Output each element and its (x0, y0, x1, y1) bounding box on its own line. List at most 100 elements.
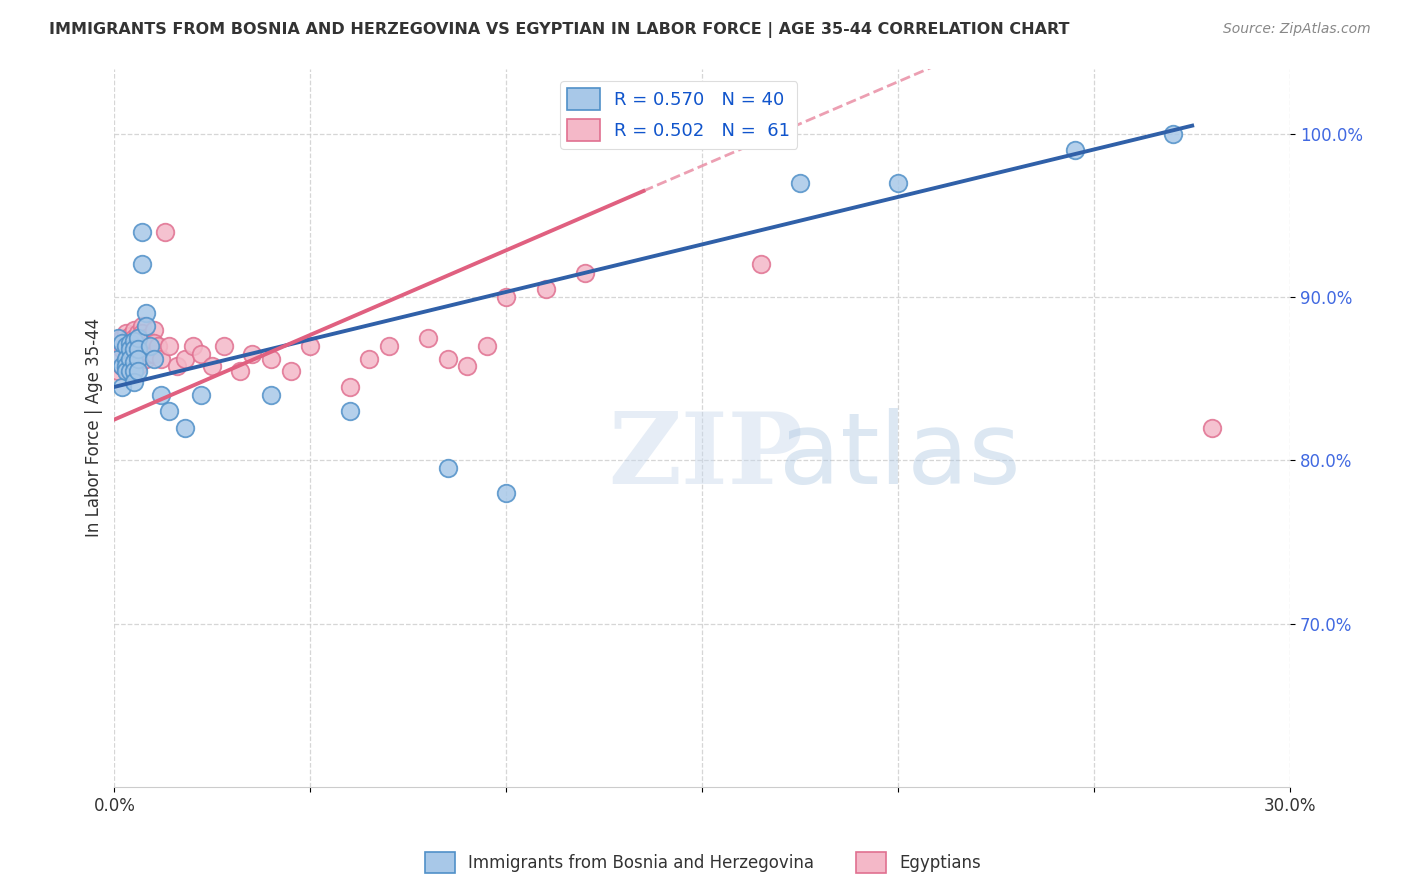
Point (107, 352, 129, 367)
Point (142, 352, 165, 367)
Point (789, 176, 811, 190)
Point (122, 375, 145, 389)
Point (115, 335, 138, 350)
Point (107, 331, 129, 345)
Point (135, 339, 157, 353)
Point (131, 345, 153, 359)
Point (131, 326, 153, 340)
Point (1201, 420, 1223, 434)
Point (131, 319, 153, 334)
Point (127, 343, 149, 357)
Point (260, 388, 283, 402)
Text: IMMIGRANTS FROM BOSNIA AND HERZEGOVINA VS EGYPTIAN IN LABOR FORCE | AGE 35-44 CO: IMMIGRANTS FROM BOSNIA AND HERZEGOVINA V… (49, 22, 1070, 38)
Point (120, 329, 142, 343)
Point (157, 404, 180, 418)
Point (122, 334, 145, 348)
Text: atlas: atlas (779, 408, 1021, 505)
Point (111, 359, 134, 373)
Point (495, 290, 517, 304)
Point (111, 331, 134, 345)
Point (127, 331, 149, 345)
Point (436, 461, 458, 475)
Point (131, 257, 153, 271)
Point (174, 420, 197, 434)
Point (1063, 143, 1085, 157)
Point (201, 359, 224, 373)
Point (127, 359, 149, 373)
Point (190, 347, 212, 361)
Point (146, 339, 169, 353)
Point (240, 347, 263, 361)
Point (534, 282, 557, 296)
Point (495, 486, 517, 500)
Point (135, 352, 157, 367)
Point (122, 343, 145, 357)
Point (280, 363, 302, 377)
Point (377, 339, 399, 353)
Point (115, 359, 138, 373)
Point (190, 388, 212, 402)
Point (174, 352, 197, 367)
Point (574, 266, 596, 280)
Point (436, 352, 458, 367)
Point (142, 347, 165, 361)
Point (115, 352, 138, 367)
Point (150, 352, 173, 367)
Point (150, 388, 173, 402)
Point (416, 331, 439, 345)
Point (111, 335, 134, 350)
Point (127, 363, 149, 377)
Point (122, 323, 145, 337)
Point (212, 339, 235, 353)
Point (749, 257, 772, 271)
Point (887, 176, 910, 190)
Point (339, 380, 361, 394)
Point (120, 363, 142, 377)
Point (122, 363, 145, 377)
Point (127, 347, 149, 361)
Point (122, 343, 145, 357)
Point (120, 343, 142, 357)
Point (120, 335, 142, 350)
Point (115, 339, 138, 353)
Point (260, 352, 283, 367)
Point (131, 335, 153, 350)
Text: Source: ZipAtlas.com: Source: ZipAtlas.com (1223, 22, 1371, 37)
Point (135, 306, 157, 320)
Point (181, 339, 204, 353)
Point (115, 352, 138, 367)
Point (111, 343, 134, 357)
Point (115, 326, 138, 340)
Point (135, 319, 157, 334)
Point (155, 225, 177, 239)
Point (157, 339, 180, 353)
Y-axis label: In Labor Force | Age 35-44: In Labor Force | Age 35-44 (86, 318, 103, 537)
Point (1161, 127, 1184, 141)
Point (456, 359, 478, 373)
Point (166, 359, 188, 373)
Point (120, 352, 142, 367)
Point (138, 339, 160, 353)
Point (122, 352, 145, 367)
Point (142, 335, 165, 350)
Point (138, 335, 160, 350)
Point (229, 363, 252, 377)
Text: ZIP: ZIP (609, 408, 803, 505)
Point (142, 323, 165, 337)
Point (135, 331, 157, 345)
Point (475, 339, 498, 353)
Point (107, 363, 129, 377)
Point (339, 404, 361, 418)
Point (107, 339, 129, 353)
Legend: R = 0.570   N = 40, R = 0.502   N =  61: R = 0.570 N = 40, R = 0.502 N = 61 (560, 81, 797, 149)
Point (115, 343, 138, 357)
Point (359, 352, 381, 367)
Point (120, 352, 142, 367)
Point (138, 347, 160, 361)
Point (111, 380, 134, 394)
Point (127, 352, 149, 367)
Point (299, 339, 322, 353)
Legend: Immigrants from Bosnia and Herzegovina, Egyptians: Immigrants from Bosnia and Herzegovina, … (419, 846, 987, 880)
Point (120, 339, 142, 353)
Point (120, 362, 142, 376)
